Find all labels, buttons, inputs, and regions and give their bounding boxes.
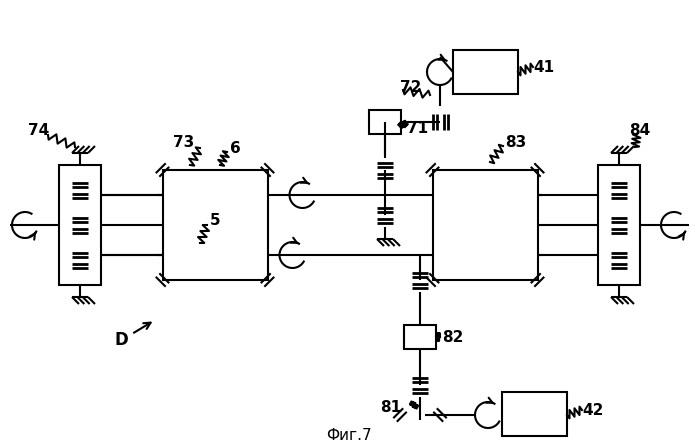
Bar bbox=[162, 170, 268, 280]
Text: 41: 41 bbox=[533, 60, 554, 74]
Text: 6: 6 bbox=[230, 141, 240, 155]
Bar bbox=[404, 325, 436, 349]
Text: 73: 73 bbox=[173, 134, 194, 150]
Text: 84: 84 bbox=[629, 122, 650, 138]
Text: 74: 74 bbox=[28, 122, 49, 138]
Bar bbox=[59, 165, 101, 285]
Bar bbox=[502, 392, 567, 436]
Text: 82: 82 bbox=[442, 329, 463, 345]
Text: 81: 81 bbox=[380, 400, 401, 414]
Text: 42: 42 bbox=[582, 402, 603, 418]
Text: Фиг.7: Фиг.7 bbox=[326, 427, 372, 443]
Text: 5: 5 bbox=[210, 212, 221, 228]
Text: 72: 72 bbox=[400, 79, 421, 95]
Bar bbox=[453, 50, 518, 94]
Bar bbox=[369, 110, 401, 134]
Text: 71: 71 bbox=[407, 121, 428, 135]
Bar bbox=[433, 170, 538, 280]
Text: 83: 83 bbox=[505, 134, 526, 150]
Text: D: D bbox=[115, 323, 150, 349]
Bar bbox=[598, 165, 640, 285]
